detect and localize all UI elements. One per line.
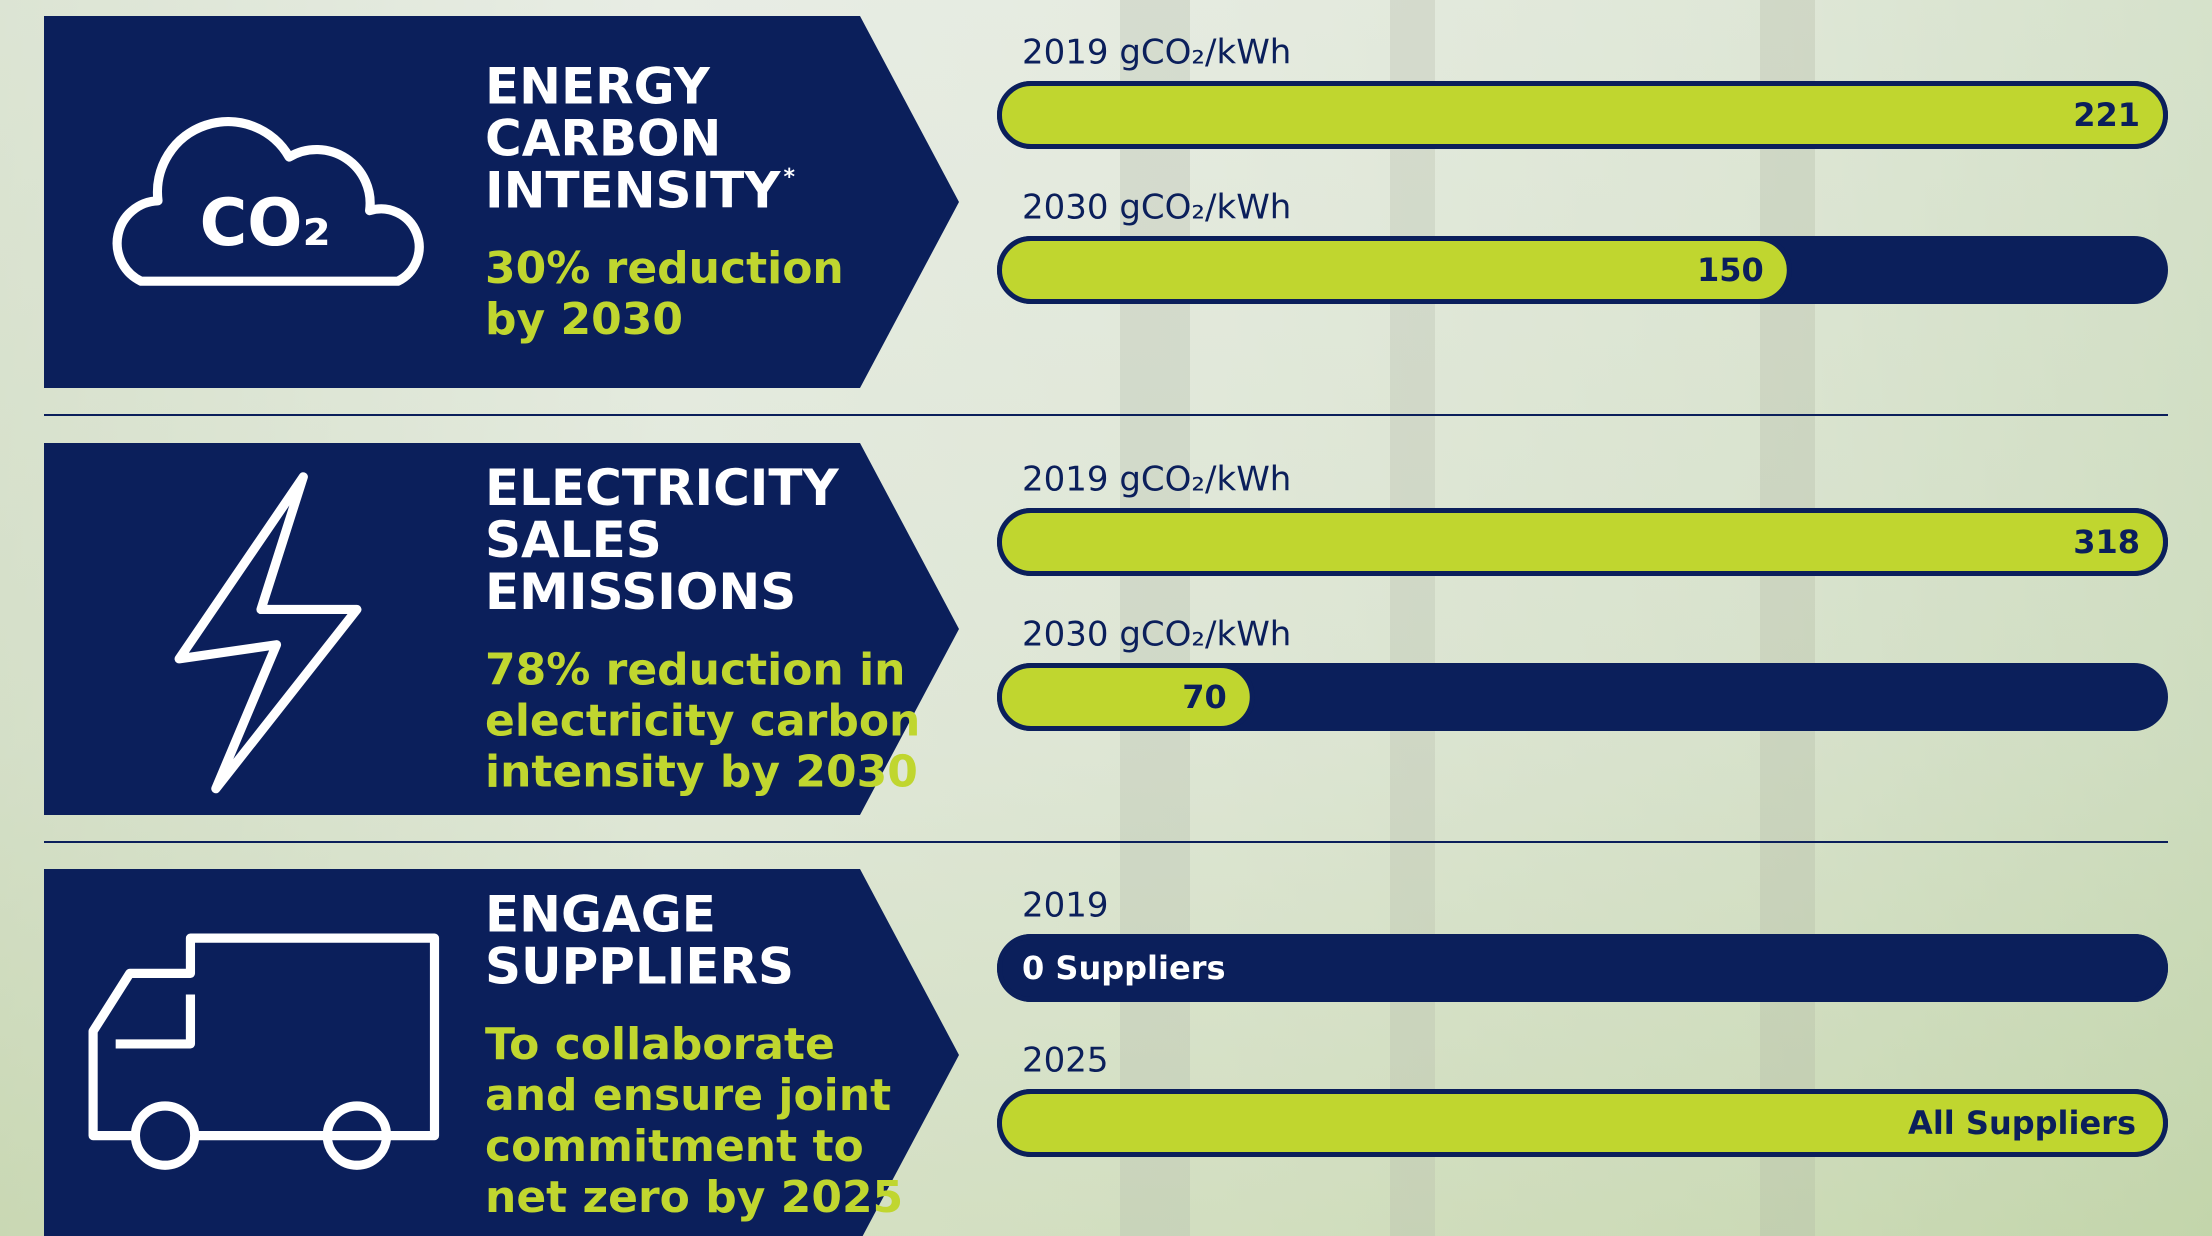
bar-value: 0 Suppliers: [1022, 949, 1226, 987]
bar-fill: [1000, 84, 2166, 147]
bar-fill: [1000, 511, 2166, 574]
panel-subtitle: electricity carbon: [485, 696, 920, 747]
bar-label: 2019 gCO₂/kWh: [1022, 460, 1291, 500]
panel-subtitle: intensity by 2030: [485, 747, 918, 798]
icon-text: CO₂: [200, 186, 331, 261]
bar-label: 2025: [1022, 1041, 1109, 1081]
bar-value: All Suppliers: [1908, 1104, 2136, 1142]
tree-trunk: [1390, 0, 1435, 1236]
bar-value: 70: [1182, 678, 1227, 716]
bar-fill: [1000, 239, 1790, 302]
panel-title: ELECTRICITY: [485, 459, 839, 517]
panel-title: SUPPLIERS: [485, 938, 794, 996]
panel-subtitle: 30% reduction: [485, 243, 844, 294]
bar-label: 2030 gCO₂/kWh: [1022, 615, 1291, 655]
panel-title: SALES: [485, 511, 662, 569]
bar-value: 221: [2073, 96, 2140, 134]
bar-value: 150: [1697, 251, 1764, 289]
panel-title: INTENSITY: [485, 162, 781, 220]
panel-subtitle: by 2030: [485, 294, 683, 345]
tree-trunk: [1760, 0, 1815, 1236]
panel-title: ENERGY: [485, 58, 711, 116]
panel-subtitle: To collaborate: [485, 1019, 835, 1070]
panel-subtitle: and ensure joint: [485, 1070, 891, 1121]
panel-title: EMISSIONS: [485, 563, 796, 621]
panel-title: ENGAGE: [485, 886, 716, 944]
page: CO₂ ENERGYCARBONINTENSITY* 30% reductionby…: [0, 0, 2212, 1236]
panel-subtitle: net zero by 2025: [485, 1172, 903, 1223]
panel-subtitle: 78% reduction in: [485, 645, 905, 696]
panel-subtitle: commitment to: [485, 1121, 864, 1172]
bar-value: 318: [2073, 523, 2140, 561]
bar-label: 2019 gCO₂/kWh: [1022, 33, 1291, 73]
infographic: CO₂ ENERGYCARBONINTENSITY* 30% reductionby…: [0, 0, 2212, 1236]
title-footnote-mark: *: [783, 165, 795, 190]
panel-title: CARBON: [485, 110, 721, 168]
bar-label: 2019: [1022, 886, 1109, 926]
bar-label: 2030 gCO₂/kWh: [1022, 188, 1291, 228]
